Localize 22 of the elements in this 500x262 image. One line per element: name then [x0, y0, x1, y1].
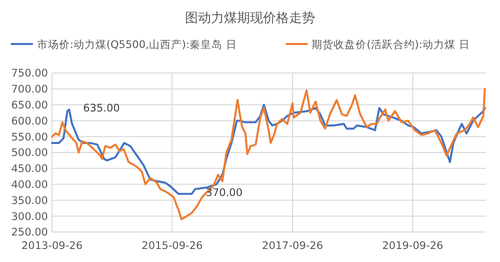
x-tick-label: 2017-09-26	[262, 240, 324, 252]
y-tick-label: 250.00	[11, 226, 48, 239]
line-series	[51, 104, 486, 195]
legend-label: 市场价:动力煤(Q5500,山西产):秦皇岛 日	[36, 38, 237, 51]
y-tick-label: 500.00	[11, 147, 48, 160]
annotation: 635.00	[83, 102, 120, 115]
y-tick-label: 750.00	[11, 68, 48, 80]
y-tick-label: 350.00	[11, 194, 48, 207]
y-tick-label: 300.00	[11, 210, 48, 223]
y-tick-label: 550.00	[11, 131, 48, 144]
x-tick-label: 2015-09-26	[142, 240, 204, 252]
y-tick-label: 650.00	[11, 99, 48, 112]
line-series	[51, 88, 486, 220]
x-tick-label: 2013-09-26	[21, 240, 83, 252]
y-tick-label: 700.00	[11, 84, 48, 96]
chart-title: 图动力煤期现价格走势	[185, 11, 315, 26]
y-tick-label: 600.00	[11, 115, 48, 128]
y-tick-label: 400.00	[11, 178, 48, 191]
x-tick-label: 2019-09-26	[382, 240, 444, 252]
legend-label: 期货收盘价(活跃合约):动力煤 日	[312, 38, 470, 51]
annotation: 370.00	[206, 186, 243, 199]
y-tick-label: 450.00	[11, 163, 48, 176]
